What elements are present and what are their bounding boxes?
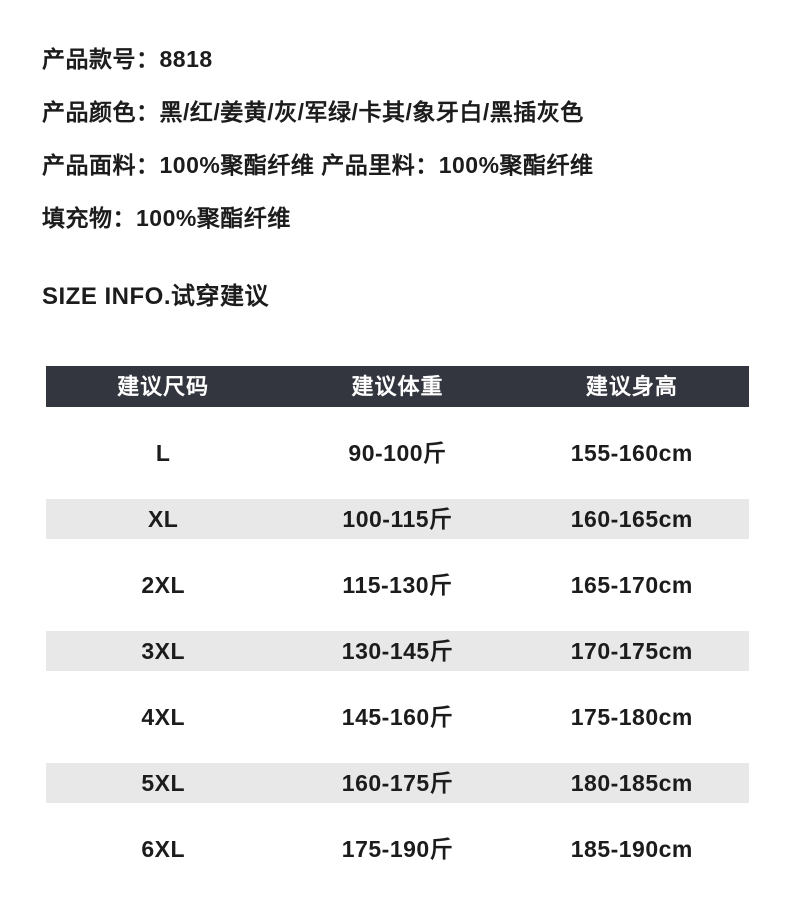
size-table-body: L 90-100斤 155-160cm XL 100-115斤 160-165cm 2XL 1… [46,433,749,869]
table-cell: 185-190cm [570,836,693,862]
table-cell: 2XL [141,572,185,598]
table-row: 3XL 130-145斤 170-175cm [46,631,749,671]
table-cell: 155-160cm [570,440,693,466]
table-cell: 4XL [141,704,185,730]
table-cell: 165-170cm [570,572,693,598]
table-cell: XL [147,506,179,532]
product-info-block: 产品款号：8818 产品颜色：黑/红/姜黄/灰/军绿/卡其/象牙白/黑插灰色 产… [0,0,790,312]
table-cell: 100-115斤 [342,506,453,532]
header-height-column: 建议身高 [585,374,678,399]
table-cell: 3XL [141,638,185,664]
table-cell: 145-160斤 [341,704,454,730]
product-filling-line: 填充物：100%聚酯纤维 [42,205,291,231]
table-row: 5XL 160-175斤 180-185cm [46,763,749,803]
table-row: 4XL 145-160斤 175-180cm [46,697,749,737]
table-cell: 160-165cm [570,506,693,532]
table-cell: 175-190斤 [341,836,454,862]
table-cell: 170-175cm [570,638,693,664]
table-row: 6XL 175-190斤 185-190cm [46,829,749,869]
table-row: XL 100-115斤 160-165cm [46,499,749,539]
table-row: L 90-100斤 155-160cm [46,433,749,473]
header-weight-column: 建议体重 [351,374,444,399]
table-cell: 90-100斤 [348,440,447,466]
size-table-header-row: 建议尺码 建议体重 建议身高 [46,366,749,407]
table-cell: 115-130斤 [342,572,453,598]
product-model-line: 产品款号：8818 [42,46,213,72]
table-cell: 175-180cm [570,704,693,730]
table-cell: 6XL [141,836,185,862]
header-size-column: 建议尺码 [117,374,210,399]
product-color-line: 产品颜色：黑/红/姜黄/灰/军绿/卡其/象牙白/黑插灰色 [42,99,584,125]
size-table: 建议尺码 建议体重 建议身高 L 90-100斤 155-160cm XL 100-11… [46,366,749,869]
product-fabric-line: 产品面料：100%聚酯纤维 产品里料：100%聚酯纤维 [42,152,594,178]
table-cell: 130-145斤 [341,638,454,664]
table-cell: 160-175斤 [341,770,454,796]
table-row: 2XL 115-130斤 165-170cm [46,565,749,605]
size-info-heading: SIZE INFO.试穿建议 [42,283,270,310]
table-cell: 180-185cm [570,770,693,796]
table-cell: 5XL [141,770,185,796]
table-cell: L [155,440,171,466]
